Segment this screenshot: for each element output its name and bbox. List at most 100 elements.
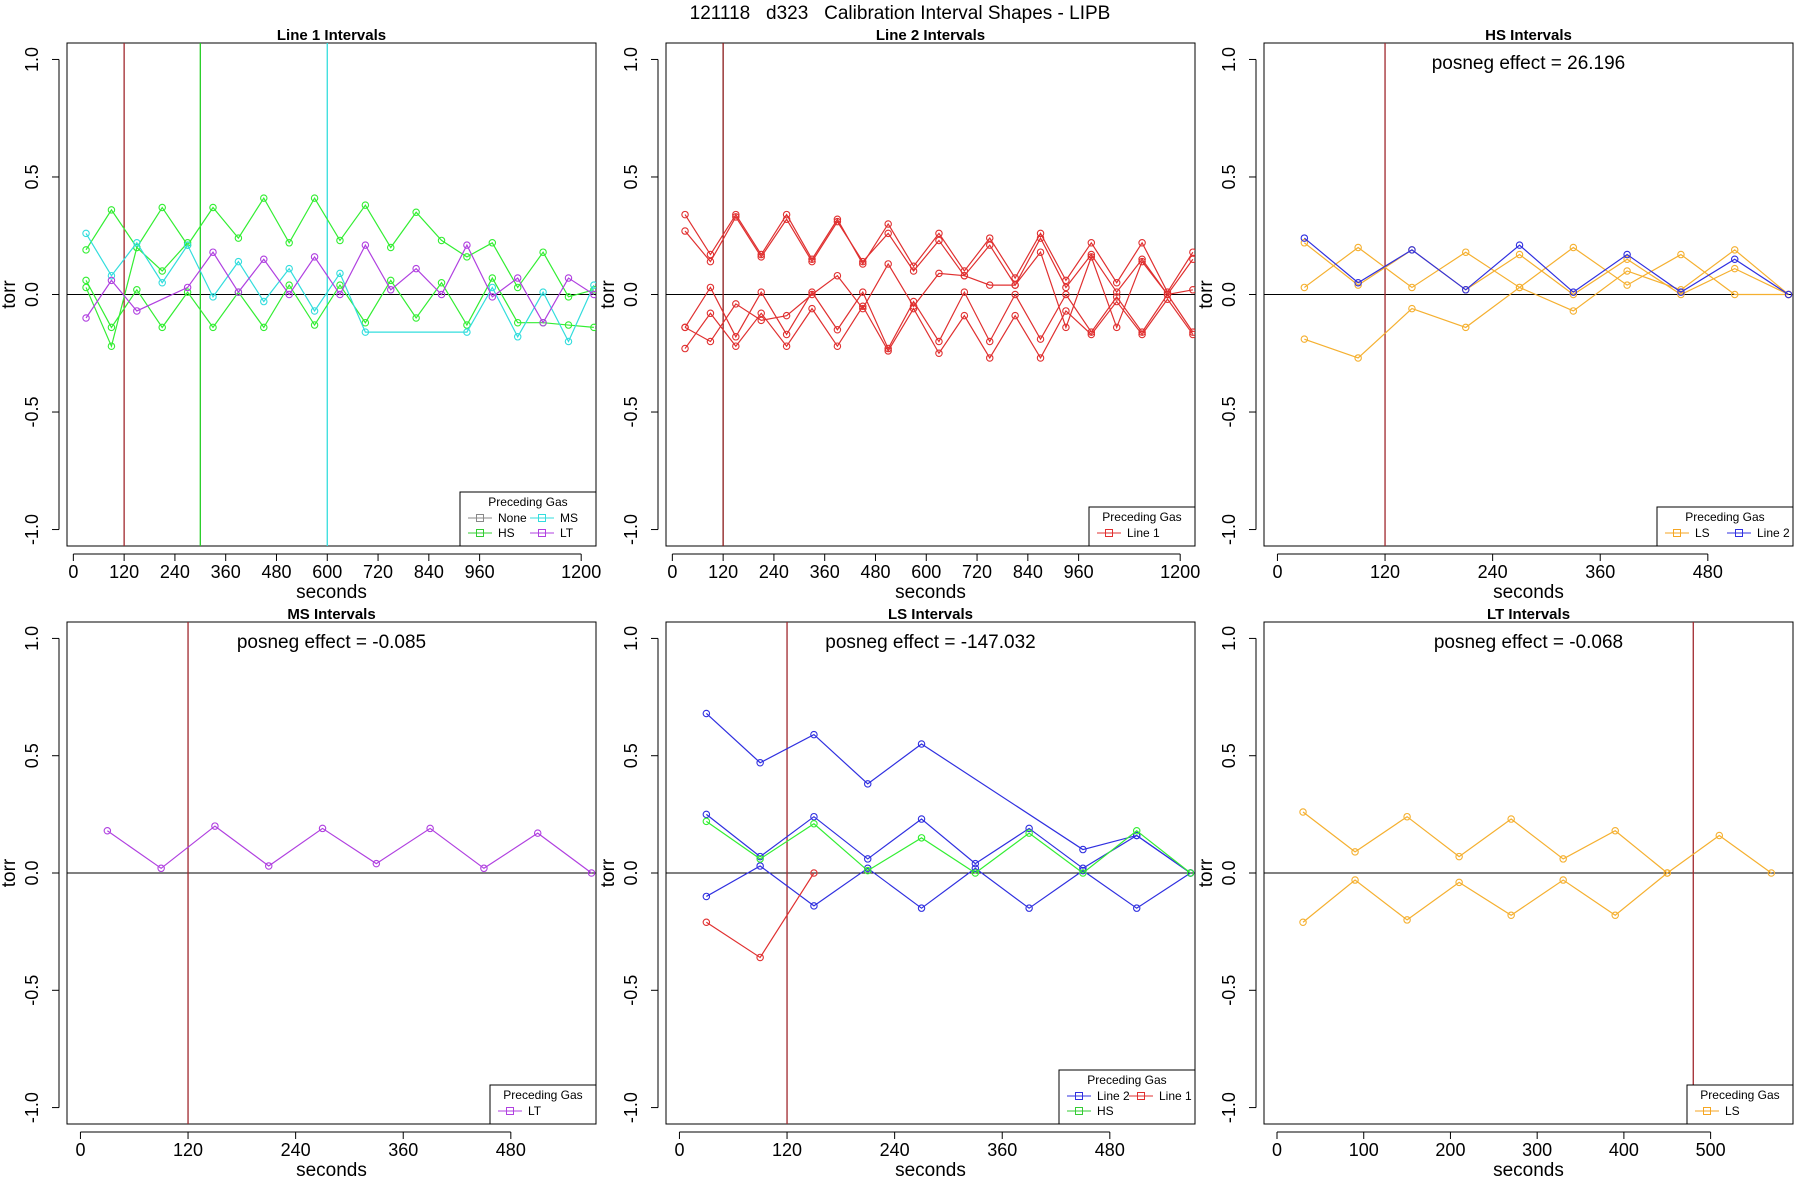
- data-point: [1189, 255, 1195, 263]
- data-point: [310, 253, 319, 261]
- data-point: [1623, 281, 1631, 289]
- legend-box: [1656, 506, 1794, 547]
- data-point: [971, 864, 980, 873]
- data-point: [1138, 330, 1146, 339]
- data-point: [935, 229, 943, 238]
- data-point: [1455, 852, 1463, 861]
- posneg-annotation: posneg effect = -0.085: [237, 632, 426, 653]
- y-tick-label: 1.0: [1219, 47, 1239, 72]
- data-point: [1163, 295, 1172, 303]
- data-point: [285, 290, 293, 299]
- data-point: [1354, 281, 1362, 289]
- data-point: [82, 314, 90, 322]
- data-point: [488, 293, 497, 301]
- data-point: [1132, 827, 1141, 835]
- data-point: [863, 780, 872, 788]
- data-point: [372, 859, 381, 868]
- data-point: [1079, 845, 1087, 854]
- legend-title: Preceding Gas: [1102, 510, 1181, 524]
- data-point: [488, 274, 497, 282]
- data-point: [884, 260, 892, 268]
- x-tick-label: 720: [363, 562, 393, 582]
- series-line: [684, 298, 1194, 360]
- legend-entry-label: HS: [498, 526, 515, 540]
- data-point: [1569, 288, 1578, 296]
- legend-title: Preceding Gas: [1087, 1073, 1166, 1087]
- data-point: [702, 817, 711, 826]
- data-point: [810, 902, 818, 910]
- data-point: [157, 864, 165, 873]
- data-point: [909, 302, 918, 311]
- data-point: [234, 234, 243, 242]
- data-point: [1784, 290, 1793, 299]
- data-point: [1623, 267, 1631, 275]
- data-point: [1354, 243, 1362, 252]
- data-point: [960, 288, 969, 296]
- x-tick-label: 720: [962, 562, 992, 582]
- figure-title: 121118 d323 Calibration Interval Shapes …: [690, 3, 1111, 24]
- legend: Preceding Gas LT: [489, 1084, 597, 1125]
- series-line: [85, 243, 595, 324]
- y-tick-label: 0.5: [621, 743, 641, 768]
- data-point: [935, 349, 943, 358]
- data-point: [513, 333, 522, 341]
- data-point: [702, 892, 711, 901]
- series-line: [1302, 872, 1668, 923]
- data-point: [917, 834, 926, 842]
- data-point: [917, 904, 926, 912]
- data-point: [810, 819, 818, 828]
- data-point: [1011, 290, 1019, 299]
- data-point: [361, 328, 370, 336]
- y-tick-label: -1.0: [621, 1092, 641, 1123]
- data-point: [971, 859, 980, 868]
- data-point: [1062, 290, 1070, 299]
- y-tick-label: 0.0: [22, 282, 42, 307]
- data-point: [706, 257, 715, 266]
- x-tick-label: 120: [109, 562, 139, 582]
- x-tick-label: 240: [759, 562, 789, 582]
- data-point: [513, 283, 522, 292]
- x-tick-label: 120: [708, 562, 738, 582]
- data-point: [706, 309, 715, 318]
- x-tick-label: 240: [281, 1140, 311, 1160]
- legend-entry-label: Line 1: [1127, 526, 1160, 540]
- legend-swatch-square: [1105, 529, 1113, 537]
- panels: Line 1 Intervals 0 120 240 360 480 600 720 840 96…: [0, 27, 1794, 1181]
- panel-4: MS Intervals 0 120 240 360 480 seconds -1.0 -0.5…: [0, 606, 597, 1181]
- plot-area: [67, 622, 596, 1124]
- x-tick-label: 600: [911, 562, 941, 582]
- data-point: [935, 337, 943, 346]
- data-point: [336, 236, 344, 245]
- data-point: [1132, 831, 1141, 840]
- data-point: [732, 342, 740, 350]
- y-tick-label: -0.5: [22, 397, 42, 428]
- series-line: [85, 196, 595, 298]
- data-point: [463, 253, 471, 261]
- data-point: [488, 283, 497, 292]
- panel-title: HS Intervals: [1485, 27, 1572, 44]
- panel-title: LT Intervals: [1487, 606, 1570, 623]
- data-point: [107, 342, 116, 350]
- data-point: [463, 328, 471, 336]
- data-point: [183, 288, 192, 296]
- plot-area: [666, 43, 1195, 546]
- data-point: [1062, 323, 1070, 332]
- data-point: [183, 283, 192, 292]
- y-axis-label: torr: [1196, 858, 1217, 887]
- y-tick-label: 0.5: [1219, 164, 1239, 189]
- data-point: [107, 271, 116, 280]
- x-tick-label: 100: [1349, 1140, 1379, 1160]
- legend: Preceding Gas Line 1: [1088, 506, 1196, 547]
- data-point: [1112, 293, 1121, 301]
- series-line: [1304, 249, 1789, 359]
- data-point: [1515, 250, 1524, 259]
- y-tick-label: 0.0: [1219, 860, 1239, 885]
- y-tick-label: -1.0: [22, 514, 42, 545]
- data-point: [158, 267, 166, 275]
- data-point: [361, 241, 370, 249]
- plot-area: [1264, 43, 1793, 546]
- x-tick-label: 600: [312, 562, 342, 582]
- y-axis-label: torr: [598, 858, 619, 887]
- data-point: [564, 293, 573, 301]
